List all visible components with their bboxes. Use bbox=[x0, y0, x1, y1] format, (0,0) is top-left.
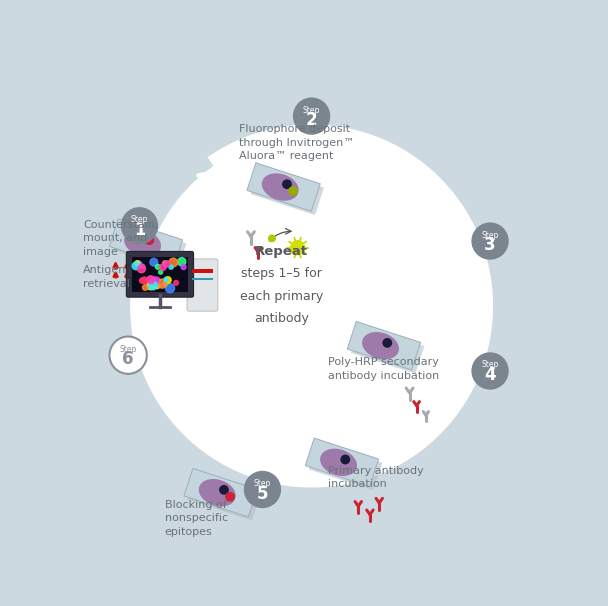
Circle shape bbox=[283, 180, 291, 188]
Circle shape bbox=[140, 264, 145, 268]
Circle shape bbox=[164, 261, 170, 267]
Circle shape bbox=[269, 235, 275, 242]
Circle shape bbox=[165, 277, 171, 284]
Circle shape bbox=[141, 277, 148, 284]
Circle shape bbox=[383, 339, 392, 347]
Text: 6: 6 bbox=[122, 350, 134, 368]
Text: Fluorophore deposit
through Invitrogen™
Aluora™ reagent: Fluorophore deposit through Invitrogen™ … bbox=[240, 124, 354, 161]
Bar bbox=[132, 257, 188, 291]
Circle shape bbox=[159, 270, 162, 274]
Polygon shape bbox=[184, 468, 257, 517]
Circle shape bbox=[471, 352, 509, 390]
Circle shape bbox=[181, 265, 186, 270]
Text: 1: 1 bbox=[134, 221, 145, 239]
Polygon shape bbox=[130, 124, 493, 488]
Circle shape bbox=[135, 261, 140, 266]
Text: Counterstain,
mount, and
image: Counterstain, mount, and image bbox=[83, 220, 158, 257]
Polygon shape bbox=[250, 167, 324, 215]
Circle shape bbox=[162, 282, 167, 287]
Text: each primary: each primary bbox=[240, 290, 323, 303]
FancyBboxPatch shape bbox=[187, 259, 218, 311]
Circle shape bbox=[142, 285, 148, 290]
Text: Step: Step bbox=[482, 361, 499, 370]
Polygon shape bbox=[305, 438, 379, 487]
Circle shape bbox=[135, 261, 142, 268]
Text: Step: Step bbox=[482, 230, 499, 239]
Circle shape bbox=[178, 258, 186, 266]
Circle shape bbox=[109, 336, 147, 374]
Text: antibody: antibody bbox=[254, 312, 309, 325]
Circle shape bbox=[121, 207, 158, 244]
Circle shape bbox=[160, 264, 166, 270]
Circle shape bbox=[150, 278, 156, 284]
Text: Blocking of
nonspecific
epitopes: Blocking of nonspecific epitopes bbox=[165, 500, 228, 537]
Text: Step: Step bbox=[119, 345, 137, 354]
Polygon shape bbox=[362, 332, 399, 359]
Text: 2: 2 bbox=[306, 112, 317, 129]
FancyBboxPatch shape bbox=[126, 251, 193, 297]
Text: Primary antibody
incubation: Primary antibody incubation bbox=[328, 465, 424, 489]
Polygon shape bbox=[309, 442, 382, 490]
Text: Antigen
retrieval: Antigen retrieval bbox=[83, 265, 130, 289]
Text: Step: Step bbox=[303, 105, 320, 115]
Circle shape bbox=[150, 277, 159, 285]
Polygon shape bbox=[109, 219, 182, 267]
Circle shape bbox=[293, 98, 330, 135]
Bar bbox=[192, 278, 213, 281]
Circle shape bbox=[471, 222, 509, 260]
Circle shape bbox=[164, 278, 168, 282]
Polygon shape bbox=[113, 222, 186, 271]
Polygon shape bbox=[347, 321, 421, 370]
Circle shape bbox=[156, 264, 161, 269]
Polygon shape bbox=[320, 448, 357, 476]
Text: steps 1–5 for: steps 1–5 for bbox=[241, 267, 322, 281]
Circle shape bbox=[157, 279, 167, 288]
Circle shape bbox=[174, 281, 179, 285]
Circle shape bbox=[141, 136, 482, 476]
Circle shape bbox=[154, 282, 161, 288]
Circle shape bbox=[162, 261, 167, 265]
Polygon shape bbox=[351, 325, 424, 374]
Text: Step: Step bbox=[131, 215, 148, 224]
Polygon shape bbox=[262, 173, 299, 201]
Text: Step: Step bbox=[254, 479, 271, 488]
Polygon shape bbox=[247, 163, 320, 211]
Text: 4: 4 bbox=[484, 366, 496, 384]
Circle shape bbox=[341, 455, 350, 464]
Circle shape bbox=[163, 282, 167, 286]
Circle shape bbox=[140, 278, 145, 284]
Circle shape bbox=[147, 282, 154, 290]
Circle shape bbox=[137, 265, 145, 273]
Polygon shape bbox=[199, 479, 236, 507]
Circle shape bbox=[169, 258, 178, 267]
Circle shape bbox=[169, 265, 173, 269]
Circle shape bbox=[289, 187, 297, 195]
Circle shape bbox=[219, 485, 228, 494]
Circle shape bbox=[244, 471, 281, 508]
Polygon shape bbox=[188, 472, 261, 521]
Text: Repeat: Repeat bbox=[255, 245, 308, 258]
Circle shape bbox=[150, 258, 157, 266]
Circle shape bbox=[149, 281, 157, 290]
Circle shape bbox=[291, 241, 305, 255]
Circle shape bbox=[145, 236, 154, 244]
Bar bbox=[192, 268, 213, 273]
Text: 3: 3 bbox=[484, 236, 496, 255]
Circle shape bbox=[147, 276, 154, 284]
Circle shape bbox=[153, 277, 161, 284]
Text: Poly-HRP secondary
antibody incubation: Poly-HRP secondary antibody incubation bbox=[328, 358, 439, 381]
Text: 5: 5 bbox=[257, 485, 268, 502]
Circle shape bbox=[226, 493, 234, 501]
Circle shape bbox=[165, 284, 174, 293]
Polygon shape bbox=[124, 229, 161, 257]
Circle shape bbox=[132, 262, 140, 270]
